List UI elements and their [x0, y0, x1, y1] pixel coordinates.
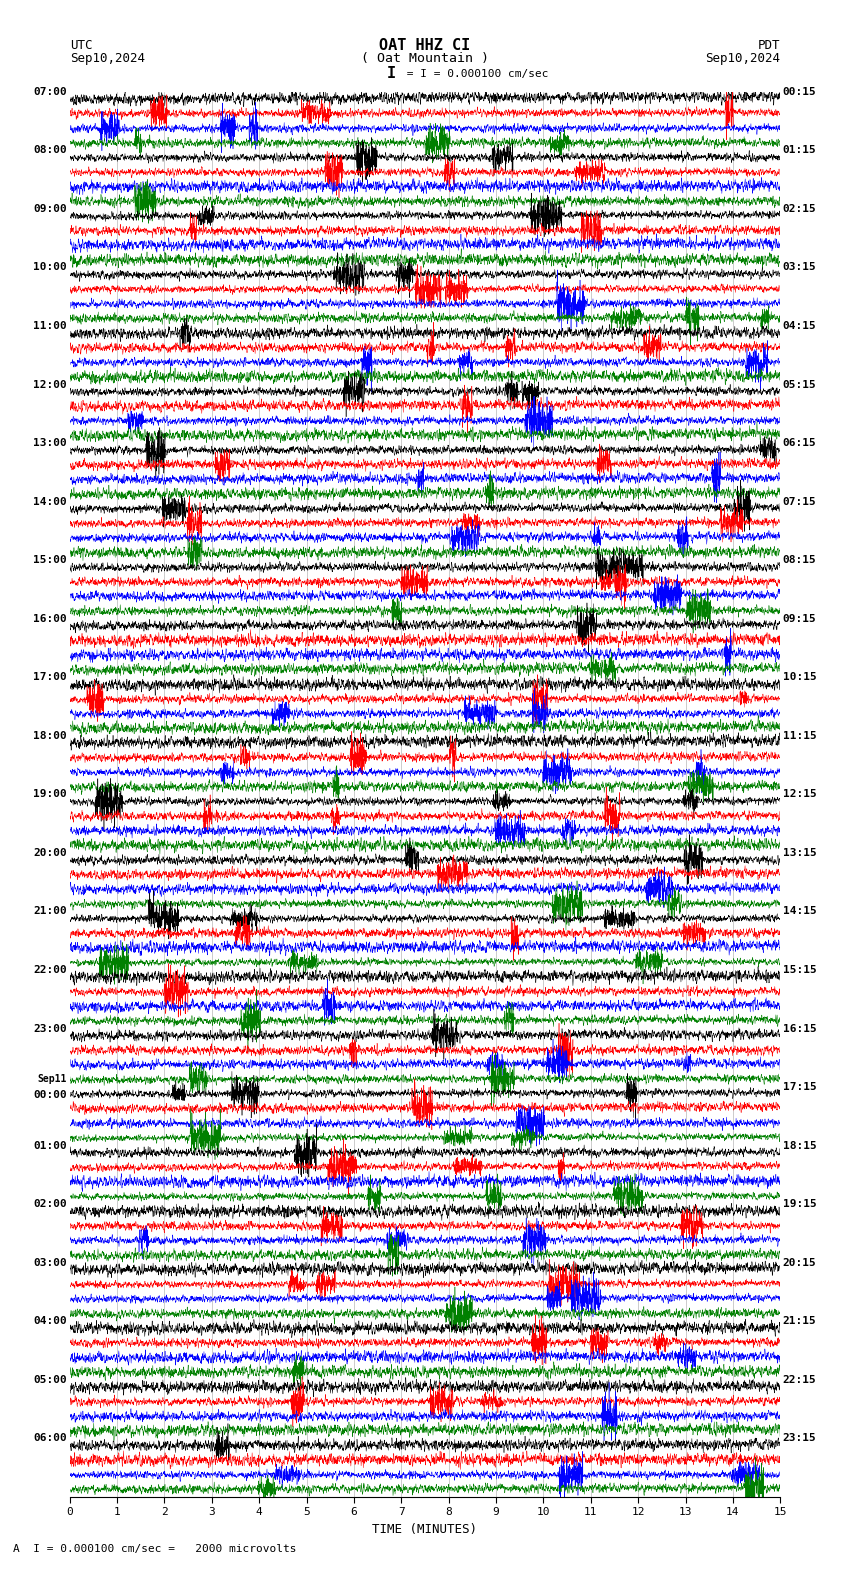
Text: 07:15: 07:15 — [783, 497, 817, 507]
Text: 12:00: 12:00 — [33, 380, 67, 390]
Text: 10:15: 10:15 — [783, 672, 817, 683]
Text: 09:00: 09:00 — [33, 204, 67, 214]
Text: 04:00: 04:00 — [33, 1316, 67, 1326]
Text: 22:15: 22:15 — [783, 1375, 817, 1384]
Text: 15:00: 15:00 — [33, 556, 67, 565]
Text: 20:00: 20:00 — [33, 847, 67, 859]
Text: 03:15: 03:15 — [783, 263, 817, 272]
Text: 05:00: 05:00 — [33, 1375, 67, 1384]
Text: 16:15: 16:15 — [783, 1023, 817, 1033]
Text: 14:00: 14:00 — [33, 497, 67, 507]
Text: 21:00: 21:00 — [33, 906, 67, 917]
Text: A  I = 0.000100 cm/sec =   2000 microvolts: A I = 0.000100 cm/sec = 2000 microvolts — [13, 1544, 297, 1554]
Text: 11:00: 11:00 — [33, 322, 67, 331]
Text: 02:00: 02:00 — [33, 1199, 67, 1209]
Text: 16:00: 16:00 — [33, 613, 67, 624]
Text: ( Oat Mountain ): ( Oat Mountain ) — [361, 52, 489, 65]
Text: OAT HHZ CI: OAT HHZ CI — [379, 38, 471, 52]
Text: 23:00: 23:00 — [33, 1023, 67, 1033]
Text: 20:15: 20:15 — [783, 1258, 817, 1267]
X-axis label: TIME (MINUTES): TIME (MINUTES) — [372, 1522, 478, 1536]
Text: 00:15: 00:15 — [783, 87, 817, 97]
Text: Sep10,2024: Sep10,2024 — [706, 52, 780, 65]
Text: 18:15: 18:15 — [783, 1140, 817, 1150]
Text: 22:00: 22:00 — [33, 965, 67, 976]
Text: 13:15: 13:15 — [783, 847, 817, 859]
Text: 11:15: 11:15 — [783, 730, 817, 741]
Text: 19:00: 19:00 — [33, 789, 67, 800]
Text: 00:00: 00:00 — [33, 1090, 67, 1101]
Text: 14:15: 14:15 — [783, 906, 817, 917]
Text: 08:15: 08:15 — [783, 556, 817, 565]
Text: UTC: UTC — [70, 38, 92, 52]
Text: 03:00: 03:00 — [33, 1258, 67, 1267]
Text: 01:15: 01:15 — [783, 146, 817, 155]
Text: 18:00: 18:00 — [33, 730, 67, 741]
Text: 06:00: 06:00 — [33, 1434, 67, 1443]
Text: 05:15: 05:15 — [783, 380, 817, 390]
Text: Sep11: Sep11 — [37, 1074, 67, 1083]
Text: 02:15: 02:15 — [783, 204, 817, 214]
Text: 10:00: 10:00 — [33, 263, 67, 272]
Text: 15:15: 15:15 — [783, 965, 817, 976]
Text: 13:00: 13:00 — [33, 439, 67, 448]
Text: = I = 0.000100 cm/sec: = I = 0.000100 cm/sec — [400, 68, 548, 79]
Text: 08:00: 08:00 — [33, 146, 67, 155]
Text: 17:00: 17:00 — [33, 672, 67, 683]
Text: 23:15: 23:15 — [783, 1434, 817, 1443]
Text: 12:15: 12:15 — [783, 789, 817, 800]
Text: I: I — [387, 67, 395, 81]
Text: 01:00: 01:00 — [33, 1140, 67, 1150]
Text: 19:15: 19:15 — [783, 1199, 817, 1209]
Text: Sep10,2024: Sep10,2024 — [70, 52, 144, 65]
Text: 07:00: 07:00 — [33, 87, 67, 97]
Text: 17:15: 17:15 — [783, 1082, 817, 1091]
Text: 06:15: 06:15 — [783, 439, 817, 448]
Text: PDT: PDT — [758, 38, 780, 52]
Text: 09:15: 09:15 — [783, 613, 817, 624]
Text: 21:15: 21:15 — [783, 1316, 817, 1326]
Text: 04:15: 04:15 — [783, 322, 817, 331]
